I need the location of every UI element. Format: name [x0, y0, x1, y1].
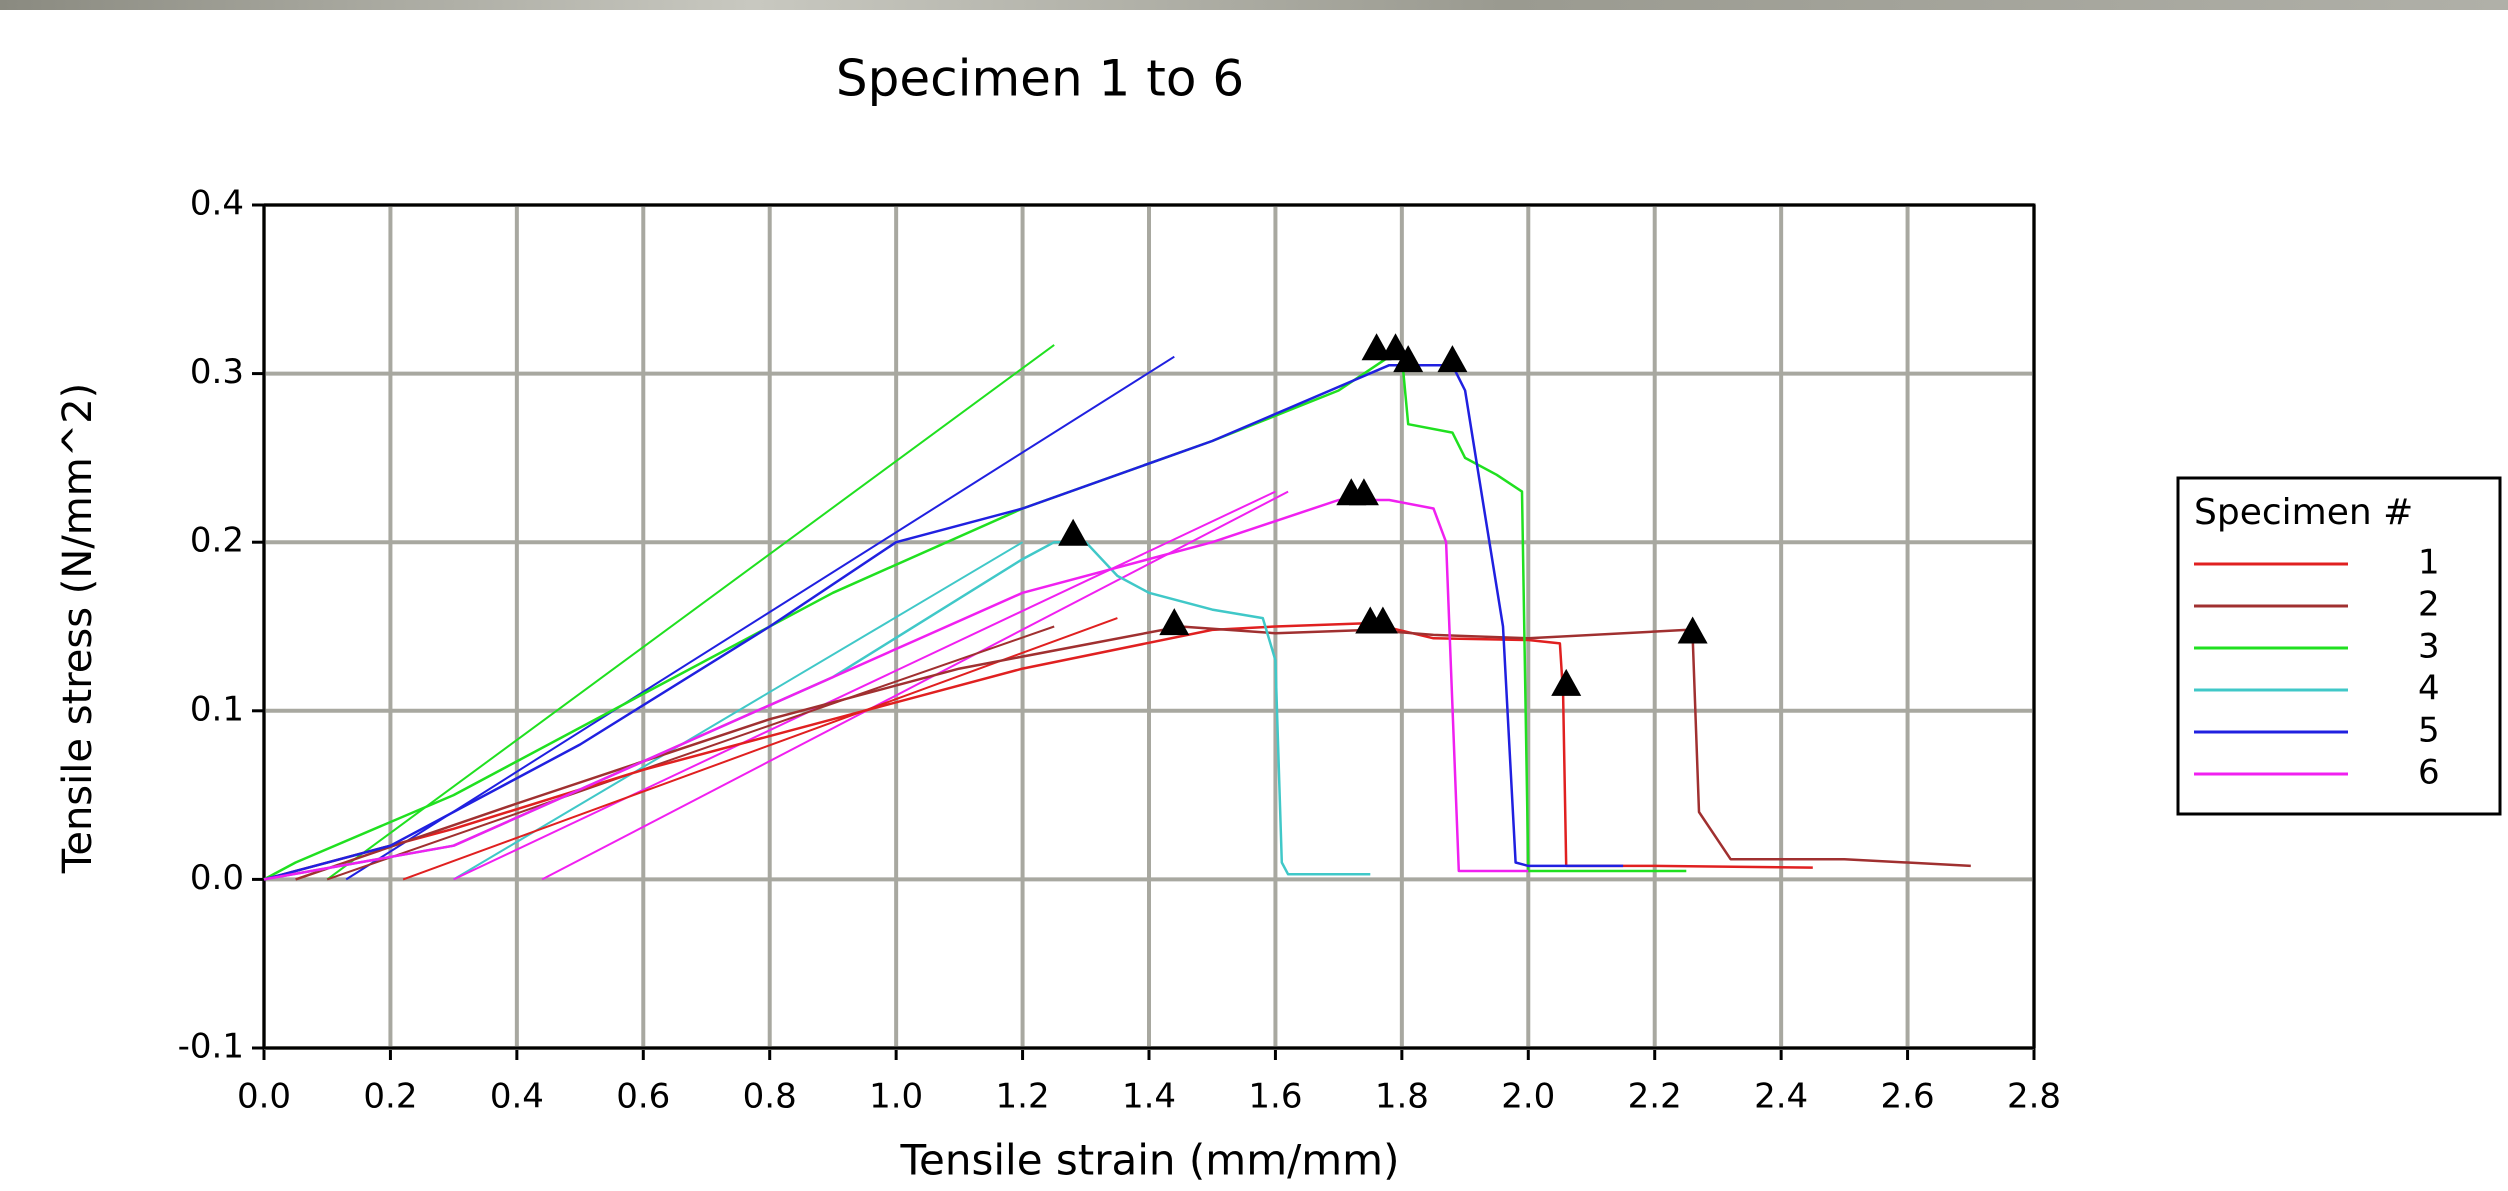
y-tick-label: 0.4 — [190, 184, 244, 224]
break-marker — [1159, 608, 1190, 636]
y-tick-label: 0.0 — [190, 858, 244, 898]
fit-line — [402, 617, 1118, 881]
x-tick-label: 2.8 — [2007, 1077, 2061, 1117]
legend-title: Specimen # — [2194, 492, 2413, 533]
fit-line — [453, 541, 1024, 881]
y-tick-label: 0.2 — [190, 521, 244, 561]
x-tick-label: 0.0 — [237, 1077, 291, 1117]
x-tick-label: 1.8 — [1375, 1077, 1429, 1117]
legend-label: 4 — [2418, 669, 2440, 709]
break-marker — [1361, 333, 1392, 361]
break-marker — [1367, 606, 1398, 634]
x-tick-label: 0.4 — [490, 1077, 544, 1117]
break-marker — [1380, 333, 1411, 361]
legend-label: 3 — [2418, 627, 2440, 667]
fit-line — [345, 355, 1175, 881]
plot-frame — [262, 203, 2036, 1050]
break-marker — [1393, 345, 1424, 373]
x-axis-label: Tensile strain (mm/mm) — [900, 1136, 1400, 1185]
break-marker — [1437, 345, 1468, 373]
x-tick-label: 2.4 — [1754, 1077, 1808, 1117]
fit-line — [453, 490, 1276, 881]
y-tick-label: 0.3 — [190, 352, 244, 392]
x-tick-label: 1.2 — [996, 1077, 1050, 1117]
x-tick-label: 1.6 — [1248, 1077, 1302, 1117]
legend-label: 5 — [2418, 711, 2440, 751]
legend-label: 2 — [2418, 585, 2440, 625]
fit-line — [326, 344, 1055, 881]
break-marker — [1551, 668, 1582, 696]
legend-box — [2176, 476, 2502, 816]
y-tick-label: -0.1 — [178, 1027, 244, 1067]
x-tick-label: 0.6 — [616, 1077, 670, 1117]
x-tick-label: 1.4 — [1122, 1077, 1176, 1117]
series-line — [295, 625, 1971, 881]
y-tick-label: 0.1 — [190, 689, 244, 729]
legend-label: 6 — [2418, 753, 2440, 793]
chart-title: Specimen 1 to 6 — [836, 50, 1244, 108]
x-tick-label: 2.6 — [1881, 1077, 1935, 1117]
break-marker — [1058, 518, 1089, 546]
series-line — [263, 498, 1529, 881]
x-tick-label: 0.2 — [363, 1077, 417, 1117]
x-tick-label: 2.0 — [1501, 1077, 1555, 1117]
x-tick-label: 1.0 — [869, 1077, 923, 1117]
x-tick-label: 0.8 — [743, 1077, 797, 1117]
break-marker — [1348, 478, 1379, 506]
x-tick-label: 2.2 — [1628, 1077, 1682, 1117]
y-axis-label: Tensile stress (N/mm^2) — [55, 383, 101, 875]
legend-label: 1 — [2418, 543, 2440, 583]
series-line — [263, 363, 1624, 881]
fit-line — [326, 625, 1055, 881]
break-marker — [1677, 616, 1708, 644]
series-line — [263, 621, 1813, 881]
top-band — [0, 0, 2508, 10]
